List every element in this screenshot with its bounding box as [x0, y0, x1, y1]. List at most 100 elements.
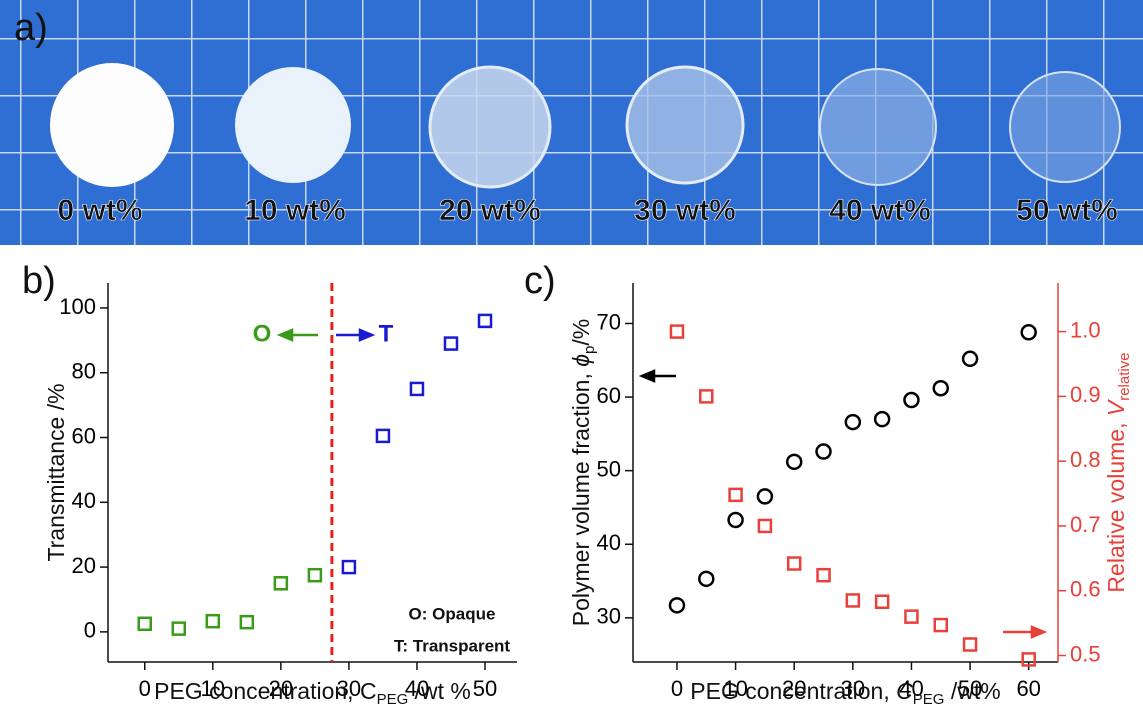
sample-label: 30 wt%	[634, 194, 736, 227]
axis-label-part: PEG	[377, 691, 409, 708]
x-tick-label: 60	[1016, 676, 1040, 701]
point	[1021, 652, 1036, 667]
y-tick-label: 60	[597, 383, 621, 408]
point	[873, 410, 891, 428]
axis-label: PEG concentration, CPEG /wt%	[690, 678, 1000, 708]
point	[477, 313, 493, 329]
y2-tick-label: 0.6	[1070, 577, 1101, 602]
point	[845, 593, 861, 608]
x-tick-label: 0	[671, 676, 683, 701]
y-tick-label: 60	[72, 423, 96, 448]
point	[816, 567, 831, 583]
point	[205, 613, 221, 629]
panel-label: c)	[524, 260, 556, 302]
disc	[625, 65, 745, 185]
axis-label-part: V	[1103, 398, 1129, 416]
y-tick-label: 30	[597, 604, 621, 629]
annotation: O: Opaque	[409, 604, 496, 623]
x-tick-label: 10	[723, 676, 747, 701]
point	[307, 567, 323, 583]
point	[443, 336, 459, 351]
disc	[50, 63, 174, 187]
y-tick-label: 100	[59, 294, 96, 319]
axis-label-part: /wt%	[944, 678, 1000, 704]
point	[756, 488, 774, 505]
point	[786, 556, 802, 571]
axis-label-part: Transmittance /%	[43, 383, 69, 561]
axis-label-part: p	[581, 346, 598, 354]
sample-label: 20 wt%	[439, 194, 541, 227]
y-tick-label: 70	[597, 309, 621, 334]
point	[757, 518, 773, 534]
point	[962, 637, 978, 652]
axis-label: PEG concentration, CPEG /wt %	[154, 678, 471, 708]
axis-label: Relative volume, Vrelative	[1103, 352, 1133, 592]
x-tick-label: 30	[337, 676, 361, 701]
point	[933, 617, 949, 633]
arrow	[276, 328, 318, 342]
axis-label-part: Polymer volume fraction,	[568, 367, 594, 626]
x-tick-label: 50	[473, 676, 497, 701]
point	[1020, 324, 1037, 341]
annotation: O	[253, 320, 272, 347]
annotation: T	[379, 320, 394, 347]
y2-tick-label: 0.8	[1070, 447, 1101, 472]
axis-label-part: PEG	[913, 691, 945, 708]
axis-label: Transmittance /%	[43, 383, 69, 561]
sample-label: 10 wt%	[244, 194, 346, 227]
point	[698, 570, 715, 588]
x-tick-label: 30	[841, 676, 865, 701]
y-tick-label: 20	[72, 553, 96, 578]
point	[961, 350, 979, 368]
y-tick-label: 40	[597, 530, 621, 555]
point	[903, 391, 920, 409]
point	[669, 324, 685, 339]
axis-label-part: relative	[1116, 352, 1133, 400]
y-tick-label: 0	[84, 618, 96, 643]
y2-tick-label: 1.0	[1070, 317, 1101, 342]
arrow	[1003, 625, 1048, 639]
point	[273, 576, 289, 591]
point	[874, 594, 890, 609]
point	[699, 389, 714, 404]
x-tick-label: 50	[958, 676, 982, 701]
sample-label: 0 wt%	[57, 194, 142, 227]
point	[409, 381, 425, 397]
disc	[819, 68, 937, 186]
axis-label-part: /wt %	[408, 678, 471, 704]
y2-tick-label: 0.9	[1070, 382, 1101, 407]
panel-label: a)	[14, 7, 48, 49]
axis-label-part: PEG concentration, C	[154, 678, 376, 704]
axis-label-part: /%	[568, 319, 594, 346]
y2-tick-label: 0.7	[1070, 512, 1101, 537]
x-tick-label: 40	[899, 676, 923, 701]
y-tick-label: 50	[597, 456, 621, 481]
point	[844, 413, 862, 431]
axis-label-part: C	[896, 678, 913, 704]
x-tick-label: 20	[269, 676, 293, 701]
x-tick-label: 0	[139, 676, 151, 701]
arrow	[336, 328, 376, 342]
sample-label: 50 wt%	[1016, 194, 1118, 227]
point	[727, 511, 744, 529]
x-tick-label: 40	[405, 676, 429, 701]
point	[904, 609, 919, 624]
y-tick-label: 80	[72, 359, 96, 384]
point	[815, 443, 832, 460]
y2-tick-label: 0.5	[1070, 641, 1101, 666]
point	[785, 453, 803, 471]
point	[171, 621, 187, 636]
photo: a)	[0, 0, 1143, 245]
point	[239, 614, 255, 630]
point	[668, 597, 686, 614]
arrow	[638, 369, 676, 383]
axis-label-part: Relative volume,	[1103, 416, 1129, 592]
disc	[1009, 71, 1121, 183]
disc	[428, 65, 552, 189]
x-tick-label: 10	[201, 676, 225, 701]
point	[932, 379, 950, 397]
point	[728, 487, 743, 503]
y-tick-label: 40	[72, 488, 96, 513]
axis-label-part: PEG concentration,	[690, 678, 896, 704]
